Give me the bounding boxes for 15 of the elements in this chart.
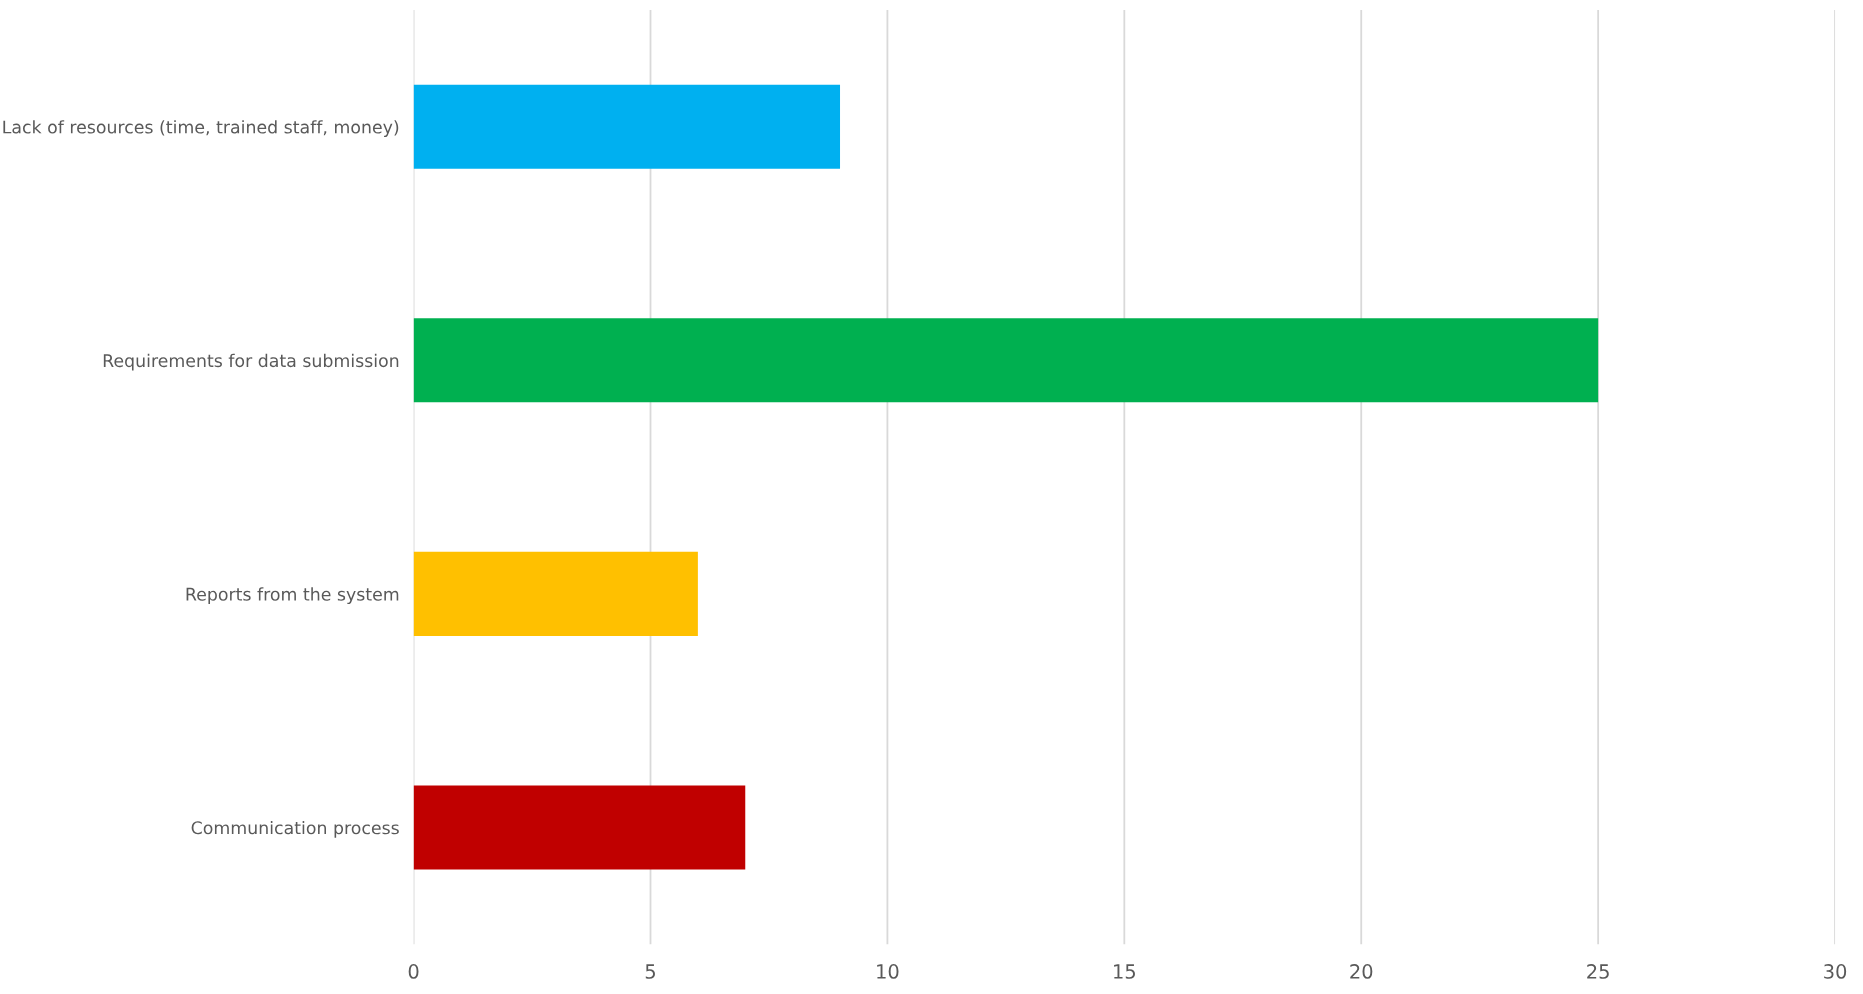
y-tick-label: Requirements for data submission: [103, 353, 399, 371]
x-tick-label: 30: [1824, 964, 1847, 979]
bar: [413, 551, 698, 636]
y-tick-label: Communication process: [191, 820, 399, 838]
x-tick-label: 25: [1587, 964, 1609, 979]
x-tick-label: 5: [645, 964, 655, 979]
x-tick-label: 20: [1350, 964, 1373, 979]
bar: [413, 84, 841, 169]
y-tick-label: Reports from the system: [186, 587, 399, 605]
x-tick-label: 0: [408, 964, 419, 979]
bar: [413, 785, 746, 870]
x-tick-label: 15: [1114, 964, 1135, 979]
y-tick-label: Lack of resources (time, trained staff, money): [3, 120, 399, 137]
bar: [413, 318, 1599, 403]
x-tick-label: 10: [877, 964, 899, 979]
